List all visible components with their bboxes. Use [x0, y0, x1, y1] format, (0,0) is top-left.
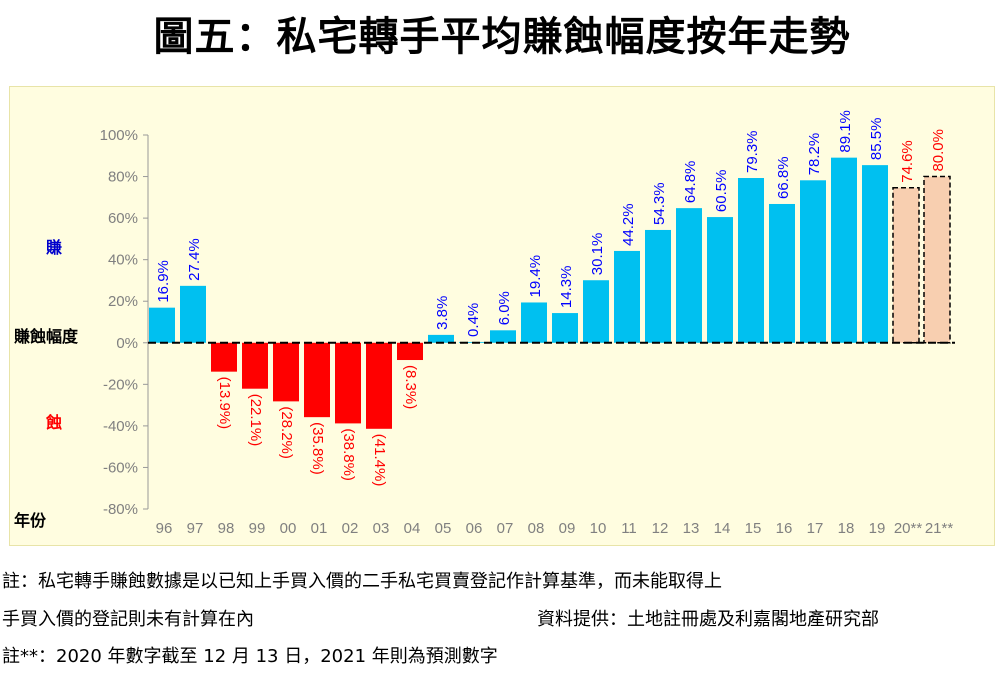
note-line-2: 手買入價的登記則未有計算在內: [2, 609, 254, 630]
y-tick-label: -80%: [103, 501, 138, 518]
data-label: 27.4%: [186, 238, 203, 281]
x-axis-label: 年份: [14, 511, 47, 530]
data-label: 6.0%: [496, 291, 513, 325]
bar: [800, 180, 826, 343]
bar: [304, 342, 330, 418]
x-tick-label: 98: [218, 520, 235, 537]
source-note: 資料提供：土地註冊處及利嘉閣地產研究部: [537, 609, 879, 630]
bar: [738, 178, 764, 343]
x-tick-label: 01: [311, 520, 328, 537]
data-label: (41.4%): [371, 434, 388, 487]
x-tick-label: 97: [187, 520, 204, 537]
data-label: (22.1%): [247, 394, 264, 447]
data-label: 16.9%: [155, 260, 172, 303]
x-tick-label: 07: [497, 520, 514, 537]
y-tick-label: 20%: [108, 293, 138, 310]
data-label: 60.5%: [713, 170, 730, 213]
data-label: (28.2%): [278, 406, 295, 459]
chart-title: 圖五：私宅轉手平均賺蝕幅度按年走勢: [153, 14, 851, 60]
bar: [676, 208, 702, 343]
x-tick-label: 96: [156, 520, 173, 537]
data-label: 80.0%: [930, 129, 947, 172]
bar: [335, 342, 361, 424]
bar: [273, 342, 299, 402]
y-tick-label: -20%: [103, 376, 138, 393]
data-label: 78.2%: [806, 133, 823, 176]
x-tick-label: 16: [776, 520, 793, 537]
bar-chart: 100% 80% 60% 40% 20% 0% -20% -40% -60% -80% 16.9% 2…: [100, 110, 955, 537]
y-axis-label: 賺蝕幅度: [14, 327, 79, 346]
x-tick-label: 00: [280, 520, 297, 537]
y-tick-label: 0%: [116, 335, 138, 352]
x-tick-label: 15: [745, 520, 762, 537]
data-label: 89.1%: [837, 110, 854, 153]
y-tick-label: 60%: [108, 210, 138, 227]
x-tick-label: 05: [435, 520, 452, 537]
x-tick-label: 02: [342, 520, 359, 537]
bar: [149, 307, 175, 343]
bar: [490, 330, 516, 343]
x-tick-label: 11: [621, 520, 637, 537]
data-label: (35.8%): [309, 422, 326, 475]
bar: [583, 280, 609, 343]
bar: [862, 165, 888, 343]
data-label: 64.8%: [682, 161, 699, 204]
x-tick-label: 08: [528, 520, 545, 537]
bar: [242, 342, 268, 389]
x-tick-label: 99: [249, 520, 266, 537]
data-label: 14.3%: [558, 266, 575, 309]
bar: [180, 285, 206, 343]
y-tick-label: 80%: [108, 169, 138, 186]
chart-panel: 100% 80% 60% 40% 20% 0% -20% -40% -60% -80% 16.9% 2…: [9, 86, 995, 546]
data-label: (8.3%): [402, 365, 419, 409]
data-label: 3.8%: [434, 296, 451, 330]
gain-label: 賺: [46, 238, 63, 257]
data-label: 30.1%: [589, 233, 606, 276]
x-tick-label: 10: [590, 520, 607, 537]
data-label: (13.9%): [216, 377, 233, 430]
data-label: 0.4%: [465, 303, 482, 337]
y-tick-label: 40%: [108, 252, 138, 269]
y-tick-label: 100%: [100, 127, 138, 144]
x-tick-label: 06: [466, 520, 483, 537]
x-tick-label: 13: [683, 520, 700, 537]
bar: [552, 313, 578, 343]
x-tick-label: 17: [807, 520, 824, 537]
data-label: 66.8%: [775, 156, 792, 199]
bar: [521, 302, 547, 343]
x-tick-label: 20**: [894, 520, 923, 537]
data-label: 74.6%: [899, 140, 916, 183]
bar: [397, 342, 423, 361]
bar: [211, 342, 237, 372]
data-label: 79.3%: [744, 130, 761, 173]
x-tick-label: 04: [404, 520, 421, 537]
data-label: 44.2%: [620, 203, 637, 246]
data-label: 85.5%: [868, 118, 885, 161]
x-tick-label: 14: [714, 520, 731, 537]
y-tick-label: -60%: [103, 459, 138, 476]
y-tick-label: -40%: [103, 418, 138, 435]
note-line-1: 註：私宅轉手賺蝕數據是以已知上手買入價的二手私宅買賣登記作計算基準，而未能取得上: [2, 571, 722, 592]
bar: [769, 203, 795, 343]
bar: [428, 334, 454, 343]
x-tick-label: 18: [838, 520, 855, 537]
note-line-3: 註**：2020 年數字截至 12 月 13 日，2021 年則為預測數字: [2, 646, 498, 667]
bar: [831, 157, 857, 343]
data-label: 19.4%: [527, 255, 544, 298]
x-tick-label: 19: [869, 520, 886, 537]
bar: [645, 229, 671, 343]
bar: [366, 342, 392, 429]
x-tick-label: 03: [373, 520, 390, 537]
bar: [614, 250, 640, 343]
x-tick-label: 21**: [925, 520, 954, 537]
data-label: 54.3%: [651, 182, 668, 225]
loss-label: 蝕: [46, 413, 63, 432]
x-tick-label: 12: [652, 520, 669, 537]
forecast-bar: [923, 175, 951, 344]
forecast-bar: [892, 187, 920, 344]
x-tick-label: 09: [559, 520, 576, 537]
data-label: (38.8%): [340, 428, 357, 481]
bar: [707, 217, 733, 343]
